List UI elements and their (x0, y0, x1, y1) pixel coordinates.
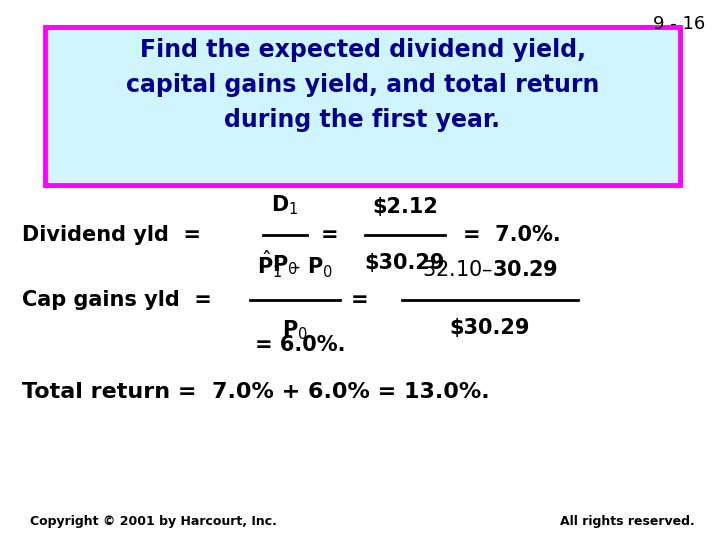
Text: All rights reserved.: All rights reserved. (560, 515, 695, 528)
Text: =: = (351, 290, 369, 310)
Text: 9 - 16: 9 - 16 (653, 15, 705, 33)
Text: D$_1$: D$_1$ (271, 193, 299, 217)
Text: Copyright © 2001 by Harcourt, Inc.: Copyright © 2001 by Harcourt, Inc. (30, 515, 277, 528)
Text: Total return =  7.0% + 6.0% = 13.0%.: Total return = 7.0% + 6.0% = 13.0%. (22, 382, 490, 402)
Text: Dividend yld  =: Dividend yld = (22, 225, 201, 245)
Text: $30.29: $30.29 (365, 253, 445, 273)
Text: Cap gains yld  =: Cap gains yld = (22, 290, 212, 310)
Text: $32.10 – $30.29: $32.10 – $30.29 (422, 260, 558, 280)
Text: P$_0$: P$_0$ (282, 318, 308, 342)
Text: $\hat{\mathregular{P}}_1$ – P$_0$: $\hat{\mathregular{P}}_1$ – P$_0$ (257, 249, 333, 280)
Text: = 6.0%.: = 6.0%. (255, 335, 346, 355)
Text: Find the expected dividend yield,: Find the expected dividend yield, (140, 38, 585, 62)
Text: during the first year.: during the first year. (225, 108, 500, 132)
Text: =  7.0%.: = 7.0%. (463, 225, 561, 245)
Text: $2.12: $2.12 (372, 197, 438, 217)
Text: capital gains yield, and total return: capital gains yield, and total return (126, 73, 599, 97)
Text: $30.29: $30.29 (450, 318, 530, 338)
Text: P$_0$: P$_0$ (272, 253, 298, 276)
Text: =: = (321, 225, 339, 245)
FancyBboxPatch shape (45, 27, 680, 185)
